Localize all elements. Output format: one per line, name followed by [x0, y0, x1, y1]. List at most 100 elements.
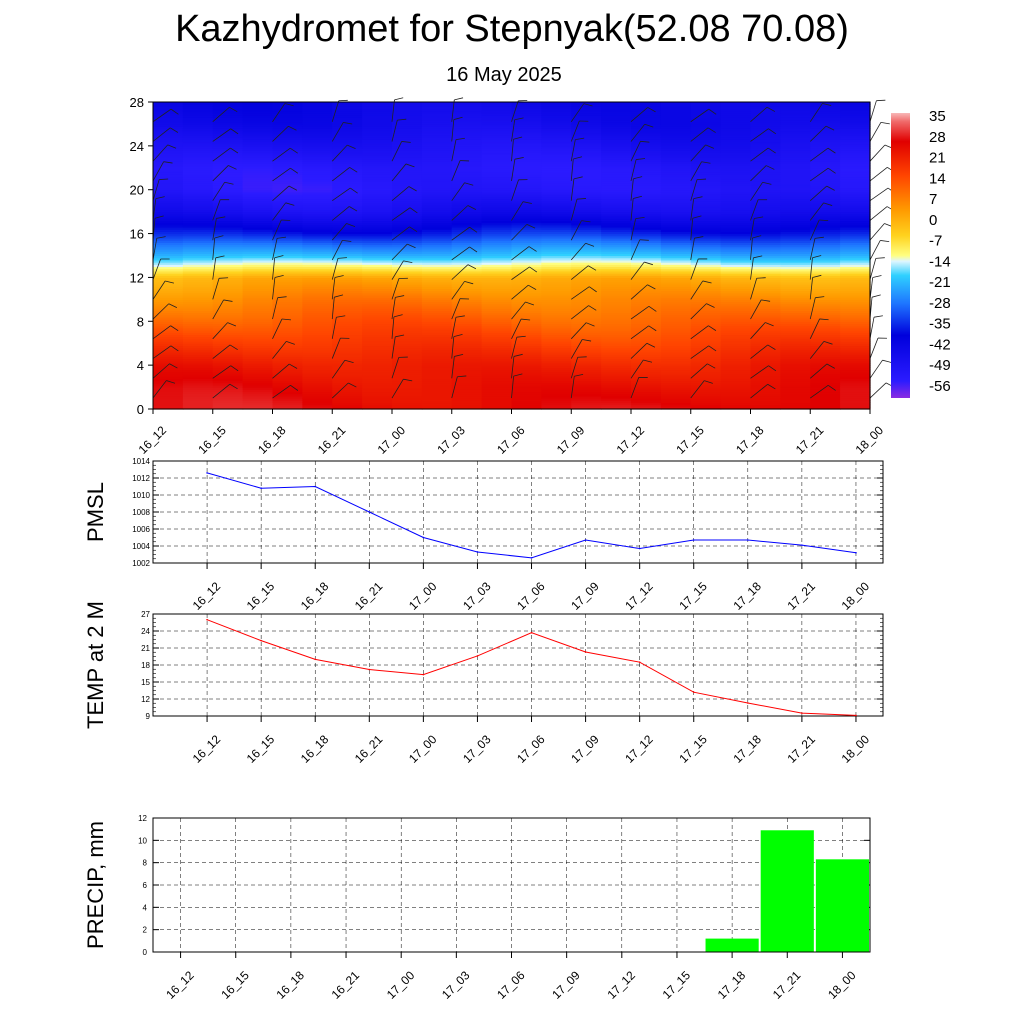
- heatmap-cell: [302, 198, 333, 202]
- heatmap-cell: [690, 211, 722, 215]
- heatmap-cell: [810, 169, 841, 173]
- heatmap-cell: [750, 292, 781, 296]
- wind-barb-flag: [705, 144, 715, 149]
- heatmap-cell: [541, 154, 572, 158]
- heatmap-cell: [481, 172, 513, 175]
- heatmap-cell: [481, 174, 513, 178]
- heatmap-cell: [720, 268, 752, 272]
- heatmap-cell: [451, 110, 483, 114]
- heatmap-cell: [840, 259, 871, 263]
- heatmap-cell: [840, 167, 871, 171]
- heatmap-cell: [332, 211, 363, 215]
- heatmap-cell: [392, 200, 423, 204]
- wind-barb: [451, 160, 461, 182]
- wind-barb: [630, 107, 648, 123]
- heatmap-cell: [153, 229, 184, 232]
- heatmap-cell: [840, 198, 871, 202]
- heatmap-cell: [272, 104, 303, 107]
- heatmap-cell: [631, 240, 662, 243]
- wind-barb-flag: [812, 255, 822, 259]
- heatmap-cell: [332, 130, 363, 134]
- heatmap-cell: [660, 360, 692, 364]
- heatmap-cell: [302, 152, 333, 156]
- heatmap-cell: [362, 378, 393, 382]
- heatmap-cell: [511, 128, 542, 132]
- heatmap-cell: [780, 378, 811, 382]
- heatmap-cell: [421, 281, 453, 285]
- heatmap-cell: [153, 126, 184, 129]
- heatmap-cell: [660, 382, 692, 386]
- wind-barb-flag: [290, 167, 299, 174]
- heatmap-cell: [302, 121, 333, 125]
- heatmap-cell: [541, 134, 572, 138]
- heatmap-cell: [511, 338, 542, 342]
- pmsl-x-tick-label: 18_00: [839, 579, 873, 613]
- heatmap-cell: [272, 367, 303, 371]
- wind-barb: [391, 243, 408, 261]
- heatmap-cell: [660, 406, 692, 410]
- heatmap-cell: [362, 259, 393, 263]
- heatmap-cell: [810, 139, 841, 143]
- heatmap-cell: [481, 159, 513, 162]
- heatmap-cell: [451, 275, 483, 279]
- heatmap-cell: [810, 178, 841, 182]
- heatmap-cell: [272, 319, 303, 322]
- heatmap-cell: [451, 213, 483, 217]
- heatmap-cell: [511, 314, 542, 318]
- heatmap-cell: [511, 251, 542, 254]
- heatmap-cell: [810, 323, 841, 327]
- heatmap-cell: [332, 334, 363, 338]
- precip-frame: [152, 817, 871, 953]
- heatmap-cell: [451, 119, 483, 123]
- heatmap-cell: [153, 139, 184, 143]
- wind-barb-flag: [350, 187, 358, 194]
- heatmap-cell: [660, 330, 692, 333]
- heatmap-cell: [660, 248, 692, 252]
- heatmap-cell: [332, 132, 363, 136]
- wind-barb: [451, 264, 469, 280]
- heatmap-cell: [660, 270, 692, 274]
- heatmap-cell: [242, 161, 274, 164]
- heatmap-cell: [660, 128, 692, 132]
- heatmap-cell: [601, 387, 632, 390]
- heatmap-cell: [212, 367, 244, 371]
- heatmap-cell: [392, 167, 423, 171]
- heatmap-cell: [720, 262, 752, 265]
- heatmap-cell: [302, 132, 333, 136]
- heatmap-cell: [810, 141, 841, 145]
- heatmap-cell: [362, 253, 393, 257]
- heatmap-cell: [660, 380, 692, 384]
- wind-barb: [152, 380, 167, 399]
- heatmap-cell: [481, 360, 513, 364]
- heatmap-cell: [571, 391, 602, 395]
- heatmap-cell: [720, 222, 752, 226]
- heatmap-cell: [153, 112, 184, 116]
- heatmap-cell: [571, 382, 602, 386]
- heatmap-cell: [720, 148, 752, 151]
- heatmap-cell: [421, 198, 453, 202]
- heatmap-cell: [571, 180, 602, 184]
- pmsl-y-tick-label: 1006: [132, 525, 150, 534]
- wind-barb-flag: [457, 375, 467, 378]
- heatmap-cell: [242, 334, 274, 338]
- heatmap-cell: [660, 369, 692, 373]
- heatmap-cell: [511, 220, 542, 224]
- heatmap-cell: [302, 165, 333, 169]
- heatmap-cell: [242, 187, 274, 191]
- heatmap-cell: [750, 255, 781, 259]
- heatmap-cell: [690, 334, 722, 338]
- heatmap-cell: [511, 288, 542, 292]
- heatmap-cell: [451, 312, 483, 316]
- wind-barb-flag: [405, 163, 415, 168]
- heatmap-cell: [690, 119, 722, 123]
- heatmap-cell: [750, 233, 781, 237]
- wind-barb: [630, 359, 644, 379]
- heatmap-cell: [840, 211, 871, 215]
- heatmap-cell: [780, 194, 811, 197]
- heatmap-cell: [631, 402, 662, 406]
- heatmap-cell: [840, 398, 871, 401]
- heatmap-cell: [631, 209, 662, 213]
- temp-y-tick-label: 27: [141, 610, 150, 619]
- wind-barb: [690, 345, 709, 359]
- heatmap-cell: [840, 130, 871, 134]
